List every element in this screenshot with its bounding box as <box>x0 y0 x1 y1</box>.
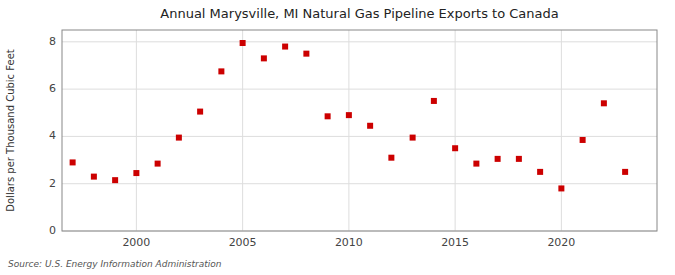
point <box>452 145 458 151</box>
x-tick-label: 2005 <box>229 236 257 249</box>
y-grid-line <box>62 183 657 184</box>
point <box>218 68 224 74</box>
point <box>537 169 543 175</box>
chart-container: 0 2 4 6 8 2000 2005 2010 2015 2020 Annual Marysvil… <box>0 0 675 275</box>
title: Annual Marysville, MI Natural Gas Pipeli… <box>160 6 558 21</box>
y-tick-label: 0 <box>49 224 56 237</box>
point <box>240 40 246 46</box>
point <box>516 156 522 162</box>
x-tick-label: 2020 <box>547 236 575 249</box>
point <box>558 185 564 191</box>
source-note: Source: U.S. Energy Information Administ… <box>8 259 222 269</box>
y-grid-line <box>62 89 657 90</box>
point <box>197 109 203 115</box>
point <box>388 155 394 161</box>
y-tick-label: 4 <box>49 129 56 142</box>
point <box>410 135 416 141</box>
y-tick-label: 8 <box>49 35 56 48</box>
y-axis-label: Dollars per Thousand Cubic Feet <box>5 49 16 212</box>
point <box>580 137 586 143</box>
point <box>601 100 607 106</box>
plot-frame <box>62 30 657 231</box>
point <box>176 135 182 141</box>
point <box>70 159 76 165</box>
x-grid-line <box>242 30 243 231</box>
points <box>70 40 629 191</box>
point <box>473 161 479 167</box>
point <box>155 161 161 167</box>
y-grid-line <box>62 41 657 42</box>
point <box>91 174 97 180</box>
point <box>325 113 331 119</box>
point <box>261 55 267 61</box>
background <box>0 0 675 275</box>
point <box>367 123 373 129</box>
chart-svg: 0 2 4 6 8 2000 2005 2010 2015 2020 Annual Marysvil… <box>0 0 675 275</box>
point <box>112 177 118 183</box>
x-tick-label: 2010 <box>335 236 363 249</box>
point <box>133 170 139 176</box>
point <box>495 156 501 162</box>
x-grid-line <box>561 30 562 231</box>
x-grid-line <box>455 30 456 231</box>
y-tick-label: 6 <box>49 82 56 95</box>
y-tick-label: 2 <box>49 177 56 190</box>
x-grid-line <box>136 30 137 231</box>
y-grid-line <box>62 136 657 137</box>
point <box>303 51 309 57</box>
point <box>346 112 352 118</box>
x-grid-line <box>348 30 349 231</box>
x-tick-label: 2000 <box>122 236 150 249</box>
point <box>622 169 628 175</box>
x-tick-label: 2015 <box>441 236 469 249</box>
point <box>431 98 437 104</box>
point <box>282 44 288 50</box>
grid <box>62 30 657 231</box>
